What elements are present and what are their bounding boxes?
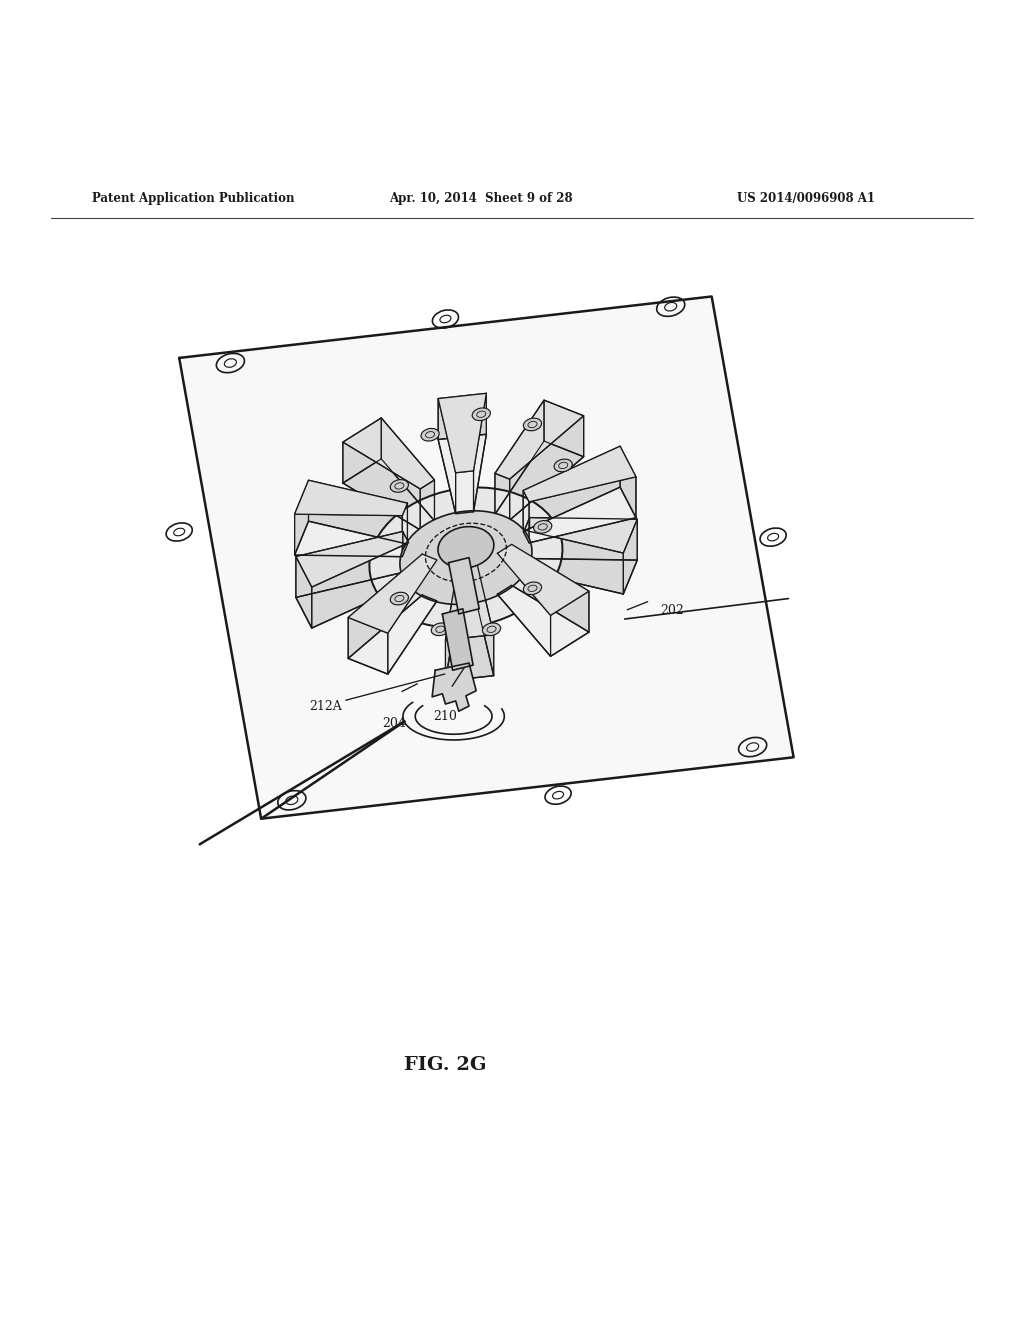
- Polygon shape: [296, 557, 311, 628]
- Polygon shape: [476, 561, 494, 676]
- Ellipse shape: [438, 527, 494, 568]
- Ellipse shape: [554, 459, 572, 471]
- Text: 204: 204: [382, 717, 407, 730]
- Polygon shape: [523, 487, 636, 543]
- Polygon shape: [422, 554, 437, 601]
- Polygon shape: [296, 532, 402, 598]
- Polygon shape: [445, 602, 494, 681]
- Polygon shape: [498, 544, 512, 594]
- Polygon shape: [624, 519, 637, 594]
- Ellipse shape: [482, 623, 501, 636]
- Polygon shape: [512, 544, 589, 632]
- Text: Patent Application Publication: Patent Application Publication: [92, 191, 295, 205]
- Polygon shape: [529, 477, 636, 543]
- Polygon shape: [523, 491, 529, 543]
- Text: FIG. 2G: FIG. 2G: [404, 1056, 487, 1074]
- Polygon shape: [498, 544, 589, 615]
- Polygon shape: [551, 591, 589, 656]
- Polygon shape: [449, 557, 479, 614]
- Polygon shape: [445, 635, 494, 681]
- Polygon shape: [402, 503, 408, 557]
- Polygon shape: [621, 446, 636, 517]
- Polygon shape: [295, 480, 408, 516]
- Polygon shape: [524, 558, 637, 594]
- Polygon shape: [296, 532, 409, 587]
- Ellipse shape: [370, 487, 562, 628]
- Ellipse shape: [523, 418, 542, 430]
- Polygon shape: [295, 513, 402, 557]
- Polygon shape: [473, 393, 486, 512]
- Polygon shape: [459, 561, 476, 603]
- Polygon shape: [308, 480, 408, 544]
- Ellipse shape: [534, 520, 552, 533]
- Polygon shape: [495, 400, 584, 479]
- Polygon shape: [524, 531, 624, 594]
- Ellipse shape: [431, 623, 450, 636]
- Polygon shape: [381, 418, 434, 521]
- Polygon shape: [348, 554, 422, 659]
- Polygon shape: [348, 595, 437, 675]
- Polygon shape: [296, 573, 409, 628]
- Ellipse shape: [400, 511, 531, 605]
- Polygon shape: [438, 393, 486, 440]
- Polygon shape: [432, 663, 476, 711]
- Polygon shape: [495, 441, 584, 520]
- Polygon shape: [343, 442, 420, 529]
- Polygon shape: [343, 459, 434, 529]
- Polygon shape: [524, 517, 529, 572]
- Ellipse shape: [523, 582, 542, 594]
- Polygon shape: [311, 543, 409, 628]
- Polygon shape: [343, 418, 434, 488]
- Polygon shape: [529, 517, 637, 560]
- Polygon shape: [295, 480, 308, 556]
- Polygon shape: [442, 609, 473, 671]
- Polygon shape: [495, 400, 544, 515]
- Text: 210: 210: [433, 710, 458, 723]
- Polygon shape: [456, 471, 473, 513]
- Ellipse shape: [390, 479, 409, 492]
- Polygon shape: [498, 585, 589, 656]
- Polygon shape: [495, 474, 510, 520]
- Polygon shape: [524, 517, 637, 553]
- Ellipse shape: [421, 429, 439, 441]
- Polygon shape: [343, 418, 381, 483]
- Polygon shape: [438, 393, 486, 473]
- Polygon shape: [544, 400, 584, 457]
- Polygon shape: [420, 480, 434, 529]
- Text: 202: 202: [660, 605, 684, 618]
- Text: US 2014/0096908 A1: US 2014/0096908 A1: [737, 191, 876, 205]
- Polygon shape: [523, 446, 636, 502]
- Polygon shape: [438, 434, 486, 513]
- Polygon shape: [295, 521, 408, 557]
- Polygon shape: [348, 554, 437, 634]
- Polygon shape: [523, 446, 621, 532]
- Polygon shape: [438, 399, 456, 513]
- Polygon shape: [445, 561, 494, 640]
- Polygon shape: [348, 618, 388, 675]
- Polygon shape: [388, 560, 437, 675]
- Polygon shape: [498, 553, 551, 656]
- Ellipse shape: [472, 408, 490, 421]
- Polygon shape: [402, 532, 409, 583]
- Ellipse shape: [390, 593, 409, 605]
- Text: 212A: 212A: [309, 700, 342, 713]
- Polygon shape: [445, 562, 459, 681]
- Polygon shape: [510, 416, 584, 520]
- Polygon shape: [179, 297, 794, 818]
- Text: Apr. 10, 2014  Sheet 9 of 28: Apr. 10, 2014 Sheet 9 of 28: [389, 191, 572, 205]
